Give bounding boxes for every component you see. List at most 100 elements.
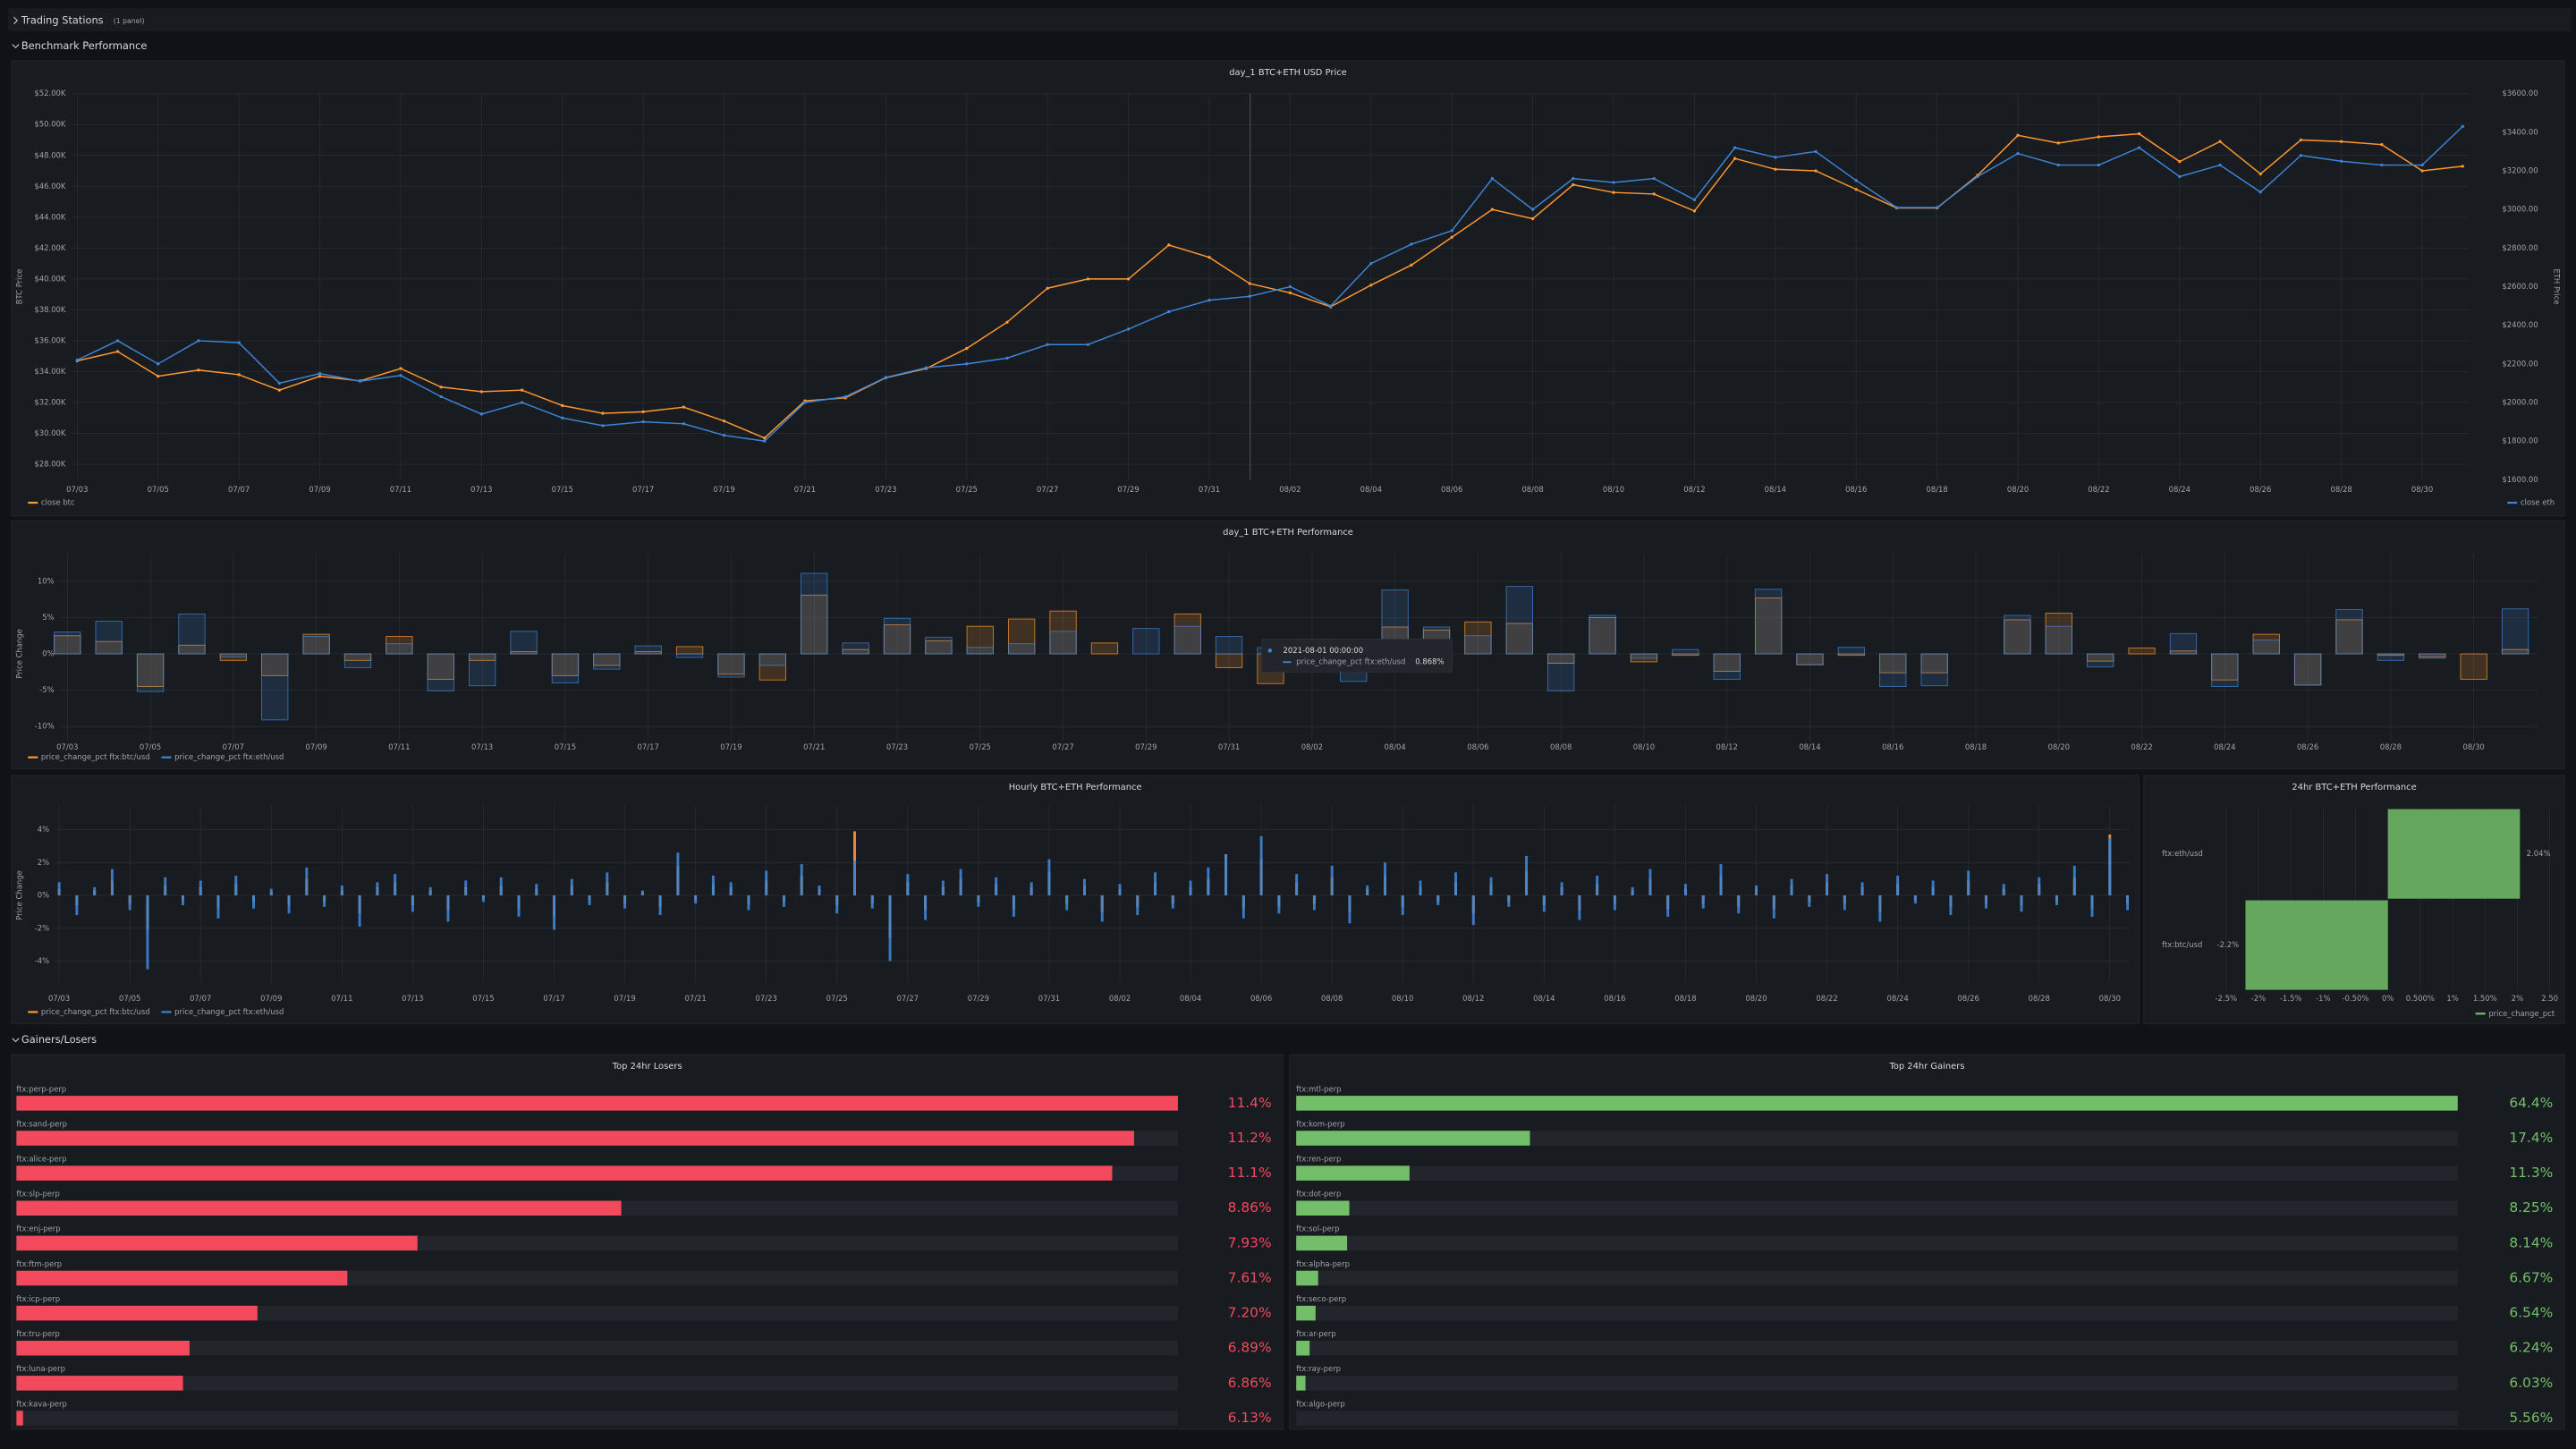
bar bbox=[2252, 640, 2280, 655]
data-point bbox=[399, 367, 402, 370]
y-tick-label: $34.00K bbox=[34, 367, 66, 376]
row-title[interactable]: Benchmark Performance bbox=[21, 39, 148, 52]
bar bbox=[1920, 653, 1948, 687]
bar bbox=[1171, 895, 1174, 909]
bar bbox=[593, 653, 621, 670]
bar bbox=[1012, 895, 1015, 917]
gauge-value: 17.4% bbox=[2509, 1130, 2553, 1146]
data-point bbox=[237, 341, 241, 344]
bar bbox=[870, 895, 874, 909]
gauge-name: ftx:ray-perp bbox=[1296, 1364, 1341, 1373]
x-tick-label: 08/18 bbox=[1674, 994, 1696, 1003]
gauge-name: ftx:dot-perp bbox=[1296, 1190, 1341, 1199]
x-tick-label: 07/29 bbox=[1117, 485, 1139, 494]
bar bbox=[2045, 625, 2072, 655]
panel-title: 24hr BTC+ETH Performance bbox=[2292, 783, 2416, 792]
bar bbox=[199, 880, 202, 896]
x-tick-label: 07/03 bbox=[66, 485, 88, 494]
bar bbox=[2501, 608, 2529, 655]
gauge-bar bbox=[1296, 1340, 1310, 1356]
bar bbox=[1464, 635, 1492, 655]
gauge-bar bbox=[1296, 1235, 1348, 1251]
bar bbox=[510, 631, 538, 655]
bar bbox=[340, 886, 343, 896]
y-tick-label: 0% bbox=[42, 649, 54, 658]
bar bbox=[906, 874, 910, 896]
data-point bbox=[2218, 163, 2222, 167]
row-chevron[interactable] bbox=[13, 16, 19, 25]
gauge-track bbox=[1296, 1200, 2458, 1216]
gauge-name: ftx:luna-perp bbox=[16, 1364, 65, 1373]
bar bbox=[1837, 647, 1866, 655]
bar bbox=[747, 895, 750, 911]
data-point bbox=[641, 410, 645, 414]
x-tick-label: 08/10 bbox=[1603, 485, 1624, 494]
row-title[interactable]: Trading Stations bbox=[21, 13, 104, 26]
data-point bbox=[722, 419, 726, 423]
axis-label: Price Change bbox=[15, 629, 24, 679]
bar bbox=[428, 886, 432, 896]
data-point bbox=[1005, 356, 1009, 360]
x-tick-label: 08/16 bbox=[1882, 742, 1903, 751]
x-tick-label: 07/11 bbox=[388, 742, 410, 751]
legend-label: close btc bbox=[41, 498, 75, 507]
data-point bbox=[2016, 133, 2020, 137]
bar bbox=[2072, 865, 2076, 896]
y-tick-label: $36.00K bbox=[34, 335, 66, 344]
bar bbox=[1754, 589, 1783, 655]
gauge-bar bbox=[1296, 1376, 1306, 1391]
tooltip-series: price_change_pct ftx:eth/usd bbox=[1296, 657, 1405, 666]
row-chevron[interactable] bbox=[12, 44, 20, 49]
bar bbox=[729, 882, 733, 896]
row-title[interactable]: Gainers/Losers bbox=[21, 1033, 97, 1046]
data-point bbox=[561, 403, 564, 408]
y-tick-label: $3000.00 bbox=[2502, 205, 2538, 214]
gauge-track bbox=[16, 1305, 1178, 1321]
gauge-value: 8.14% bbox=[2509, 1234, 2553, 1250]
bar bbox=[1030, 882, 1033, 896]
x-tick-label: 07/07 bbox=[190, 994, 211, 1003]
gauge-track bbox=[1296, 1411, 2458, 1426]
data-point bbox=[924, 366, 928, 369]
data-point bbox=[1126, 327, 1131, 331]
data-point bbox=[1005, 320, 1009, 324]
data-point bbox=[318, 374, 322, 378]
bar bbox=[1613, 895, 1616, 911]
bar bbox=[358, 895, 361, 927]
x-tick-label: 07/29 bbox=[968, 994, 989, 1003]
bar bbox=[427, 653, 454, 680]
bar bbox=[1547, 653, 1575, 691]
bar bbox=[1860, 882, 1864, 896]
x-tick-label: 07/03 bbox=[48, 994, 70, 1003]
bar bbox=[323, 895, 326, 907]
data-point bbox=[399, 374, 402, 377]
gauge-name: ftx:enj-perp bbox=[16, 1224, 60, 1233]
x-tick-label: 2% bbox=[2512, 994, 2523, 1003]
bar bbox=[1136, 895, 1140, 916]
bar bbox=[623, 895, 627, 909]
bar bbox=[1207, 867, 1210, 896]
bar bbox=[1984, 895, 1987, 909]
y-tick-label: $38.00K bbox=[34, 305, 66, 314]
data-point bbox=[1288, 291, 1292, 295]
data-point bbox=[1894, 206, 1899, 209]
data-point bbox=[1733, 146, 1737, 149]
data-point bbox=[1814, 169, 1818, 173]
data-point bbox=[1490, 176, 1495, 181]
y-tick-label: 2% bbox=[38, 858, 49, 867]
x-tick-label: 08/18 bbox=[1926, 485, 1947, 494]
x-tick-label: 07/05 bbox=[148, 485, 169, 494]
gauge-value: 8.86% bbox=[1228, 1199, 1272, 1216]
data-point bbox=[2420, 163, 2424, 167]
row-bar[interactable] bbox=[8, 8, 2572, 31]
bar bbox=[711, 875, 715, 896]
bar bbox=[1259, 835, 1263, 896]
bar bbox=[801, 572, 828, 655]
x-tick-label: 08/30 bbox=[2099, 994, 2121, 1003]
row-chevron[interactable] bbox=[12, 1038, 20, 1043]
data-point bbox=[803, 401, 807, 404]
bar bbox=[287, 895, 291, 914]
bar bbox=[219, 653, 248, 657]
x-tick-label: 07/11 bbox=[390, 485, 411, 494]
